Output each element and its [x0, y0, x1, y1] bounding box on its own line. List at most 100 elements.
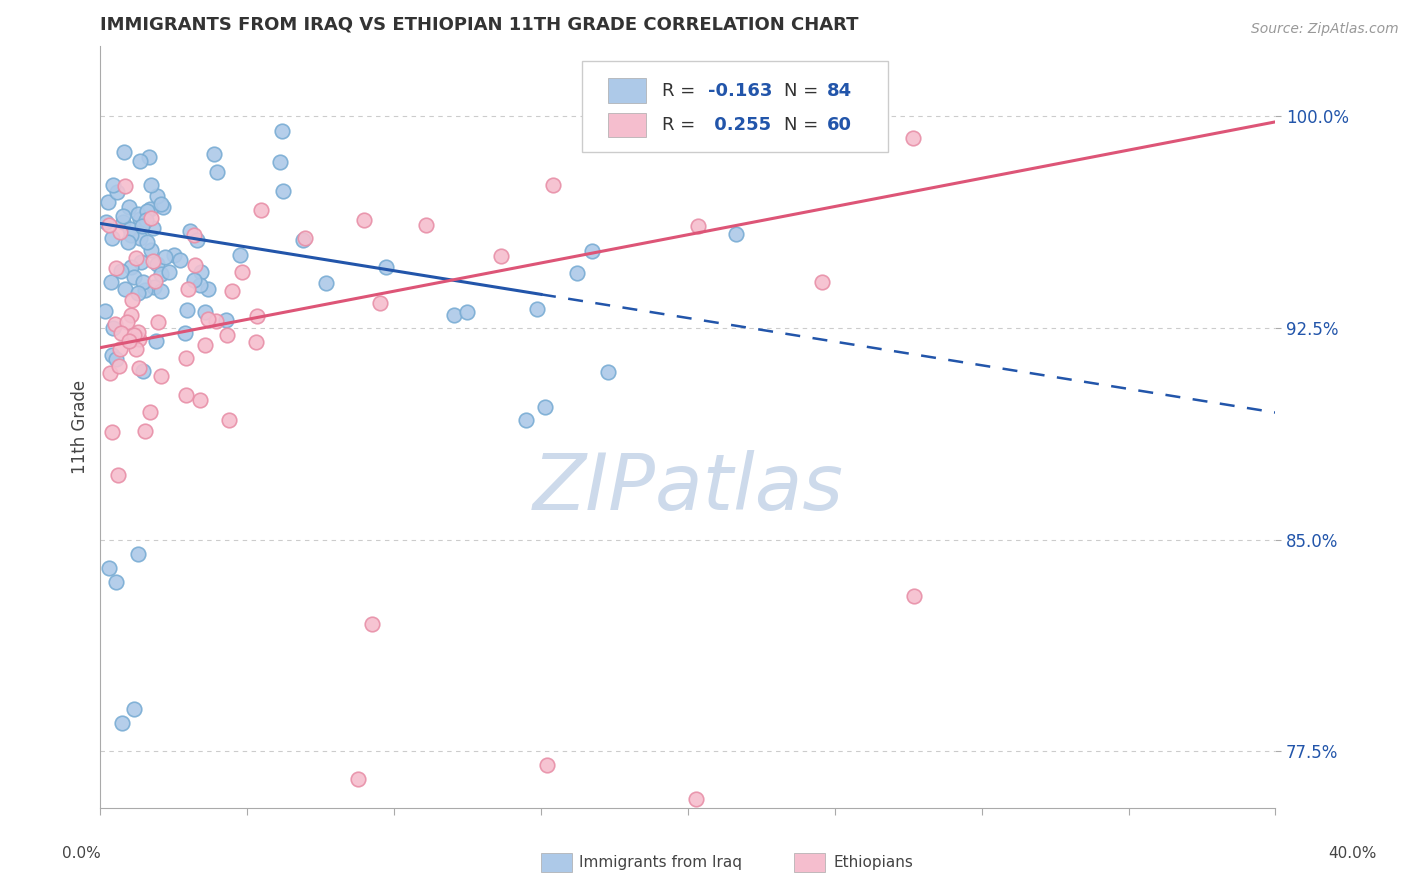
Point — [118, 222, 141, 236]
Point — [111, 715, 134, 730]
Point — [724, 227, 747, 242]
Point — [145, 334, 167, 349]
Point — [108, 225, 131, 239]
Point — [218, 412, 240, 426]
Text: 60: 60 — [827, 116, 852, 134]
Text: Immigrants from Iraq: Immigrants from Iraq — [579, 855, 742, 870]
Point — [186, 234, 208, 248]
Point — [101, 231, 124, 245]
Point — [183, 273, 205, 287]
Point — [142, 280, 165, 294]
Point — [142, 253, 165, 268]
Point — [128, 153, 150, 168]
Y-axis label: 11th Grade: 11th Grade — [72, 380, 89, 474]
Point — [112, 145, 135, 159]
Point — [138, 150, 160, 164]
Point — [134, 424, 156, 438]
Point — [541, 178, 564, 193]
Point — [149, 284, 172, 298]
Point — [121, 293, 143, 307]
Point — [190, 393, 212, 408]
Point — [361, 617, 384, 632]
Point — [110, 326, 132, 340]
Point — [131, 254, 153, 268]
FancyBboxPatch shape — [607, 78, 645, 103]
Point — [120, 227, 142, 242]
Point — [122, 702, 145, 716]
Point — [153, 250, 176, 264]
Point — [685, 792, 707, 806]
Point — [157, 264, 180, 278]
Text: 0.0%: 0.0% — [62, 847, 101, 861]
Point — [269, 155, 291, 169]
Point — [368, 296, 391, 310]
Point — [139, 211, 162, 226]
Text: R =: R = — [662, 116, 702, 134]
Point — [515, 413, 537, 427]
Point — [174, 388, 197, 402]
Point — [526, 302, 548, 317]
Point — [162, 248, 184, 262]
Text: R =: R = — [662, 82, 702, 100]
Point — [202, 147, 225, 161]
Point — [375, 260, 398, 274]
Point — [903, 130, 925, 145]
Point — [131, 275, 153, 289]
Point — [134, 284, 156, 298]
Point — [139, 202, 162, 217]
Point — [177, 282, 200, 296]
Point — [122, 328, 145, 343]
Point — [231, 265, 253, 279]
Point — [688, 219, 710, 233]
Point — [536, 758, 558, 772]
Point — [174, 326, 197, 340]
Text: N =: N = — [785, 82, 824, 100]
Point — [125, 251, 148, 265]
Point — [184, 258, 207, 272]
Point — [197, 312, 219, 326]
Point — [127, 286, 149, 301]
Point — [245, 334, 267, 349]
Text: 40.0%: 40.0% — [1329, 847, 1376, 861]
Point — [183, 227, 205, 242]
Point — [101, 321, 124, 335]
Text: ZIPatlas: ZIPatlas — [533, 450, 844, 525]
Text: N =: N = — [785, 116, 824, 134]
Text: Source: ZipAtlas.com: Source: ZipAtlas.com — [1251, 22, 1399, 37]
Point — [139, 178, 162, 193]
Point — [110, 343, 132, 357]
Text: 0.255: 0.255 — [707, 116, 770, 134]
Point — [110, 263, 132, 277]
Point — [581, 244, 603, 258]
Point — [128, 360, 150, 375]
Point — [115, 315, 138, 329]
Point — [97, 195, 120, 210]
Point — [141, 243, 163, 257]
Point — [291, 233, 314, 247]
Text: 84: 84 — [827, 82, 852, 100]
Point — [152, 200, 174, 214]
Point — [120, 308, 142, 322]
Point — [105, 185, 128, 199]
Text: IMMIGRANTS FROM IRAQ VS ETHIOPIAN 11TH GRADE CORRELATION CHART: IMMIGRANTS FROM IRAQ VS ETHIOPIAN 11TH G… — [100, 15, 859, 33]
Point — [112, 215, 135, 229]
Point — [146, 189, 169, 203]
Point — [108, 359, 131, 373]
Point — [146, 315, 169, 329]
Point — [221, 284, 243, 298]
Point — [565, 266, 588, 280]
Point — [215, 313, 238, 327]
Point — [114, 179, 136, 194]
Point — [598, 365, 620, 379]
Point — [141, 221, 163, 235]
Point — [101, 425, 124, 439]
Point — [205, 314, 228, 328]
Point — [207, 165, 229, 179]
Text: Ethiopians: Ethiopians — [834, 855, 914, 870]
Point — [176, 303, 198, 318]
Point — [903, 589, 925, 603]
Point — [127, 547, 149, 561]
Point — [127, 207, 149, 221]
Point — [149, 197, 172, 211]
Point — [188, 278, 211, 293]
